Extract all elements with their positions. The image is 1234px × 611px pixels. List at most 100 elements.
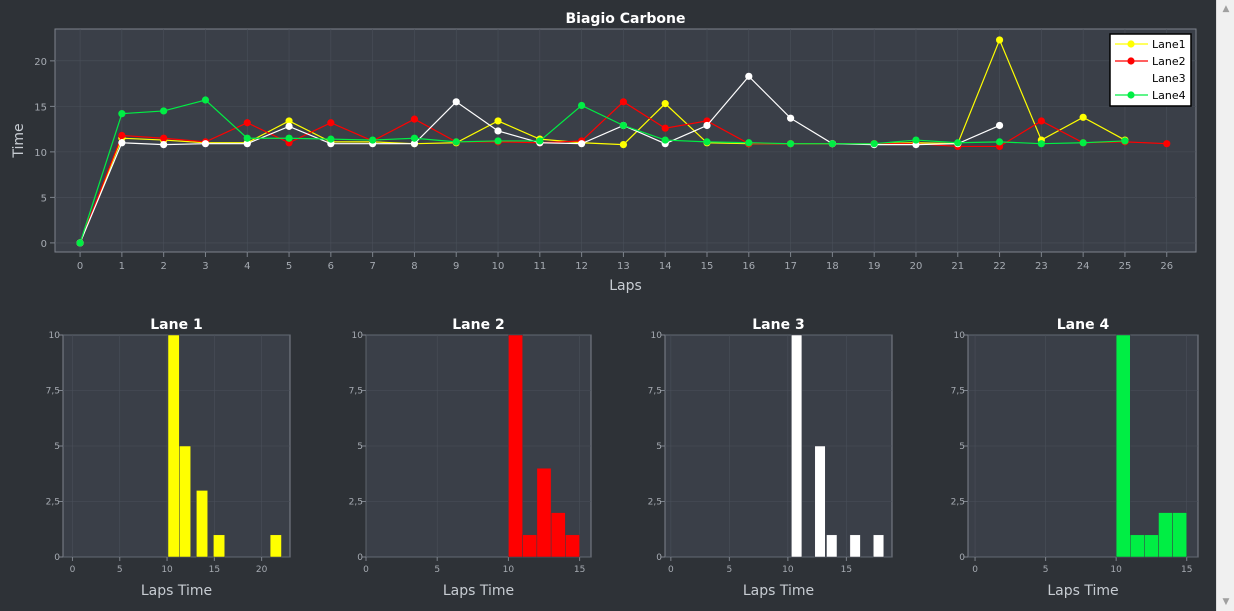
data-point-lane2 xyxy=(410,115,419,123)
histogram-bar xyxy=(196,490,208,558)
data-point-lane4 xyxy=(410,134,419,142)
data-point-lane4 xyxy=(661,136,669,144)
x-tick-label: 0 xyxy=(77,261,83,272)
data-point-lane2 xyxy=(327,119,335,127)
data-point-lane4 xyxy=(536,137,544,145)
data-point-lane2 xyxy=(160,134,168,142)
x-tick-label: 24 xyxy=(1077,261,1090,272)
x-tick-label: 10 xyxy=(782,565,794,575)
data-point-lane2 xyxy=(243,119,251,127)
x-tick-label: 0 xyxy=(363,565,369,575)
data-point-lane2 xyxy=(619,98,628,106)
x-tick-label: 5 xyxy=(434,565,440,575)
y-tick-label: 5 xyxy=(54,442,60,452)
x-axis-label: Laps Time xyxy=(1047,583,1118,599)
legend-label-lane3: Lane3 xyxy=(1152,72,1186,85)
data-point-lane4 xyxy=(578,101,586,110)
histogram-title: Lane 4 xyxy=(1057,317,1110,333)
y-tick-label: 2,5 xyxy=(648,498,662,508)
x-tick-label: 4 xyxy=(244,261,250,272)
histogram-bar xyxy=(1144,534,1159,558)
histogram-bar xyxy=(179,445,191,558)
data-point-lane4 xyxy=(494,137,502,145)
data-point-lane4 xyxy=(452,138,460,146)
data-point-lane3 xyxy=(160,140,168,149)
data-point-lane3 xyxy=(786,114,795,122)
y-tick-label: 5 xyxy=(41,193,47,204)
histogram-bar xyxy=(873,534,885,558)
x-tick-label: 0 xyxy=(70,565,76,575)
data-point-lane4 xyxy=(786,140,795,148)
x-tick-label: 12 xyxy=(575,261,588,272)
vertical-scrollbar[interactable]: ▲ ▼ xyxy=(1216,0,1234,611)
data-point-lane3 xyxy=(410,140,419,148)
x-tick-label: 10 xyxy=(161,565,173,575)
y-tick-label: 2,5 xyxy=(349,498,363,508)
lane3-histogram: 0 5 10 15 0 2,5 5 7,5 10 Lane 3 Laps Time xyxy=(648,317,893,599)
x-tick-label: 5 xyxy=(286,261,292,272)
histogram-bar xyxy=(167,334,180,558)
x-tick-label: 2 xyxy=(160,261,166,272)
y-tick-label: 15 xyxy=(34,102,47,113)
legend-label-lane2: Lane2 xyxy=(1152,55,1186,68)
data-point-lane2 xyxy=(1163,140,1171,148)
data-point-lane4 xyxy=(870,140,878,148)
scroll-up-arrow-icon[interactable]: ▲ xyxy=(1222,4,1230,14)
lap-time-line-chart: 0 1 2 3 4 5 6 7 8 9 10 11 12 13 14 15 16 17 18 19 20 21 22 23 24… xyxy=(11,11,1197,294)
y-tick-label: 2,5 xyxy=(951,498,965,508)
data-point-lane4 xyxy=(1079,139,1087,147)
scroll-down-arrow-icon[interactable]: ▼ xyxy=(1222,597,1230,607)
data-point-lane1 xyxy=(494,117,502,125)
data-point-lane3 xyxy=(118,139,126,147)
x-tick-label: 3 xyxy=(202,261,208,272)
x-tick-label: 15 xyxy=(574,565,585,575)
x-tick-label: 20 xyxy=(256,565,268,575)
x-tick-label: 25 xyxy=(1119,261,1132,272)
y-tick-label: 7,5 xyxy=(951,387,965,397)
histogram-title: Lane 2 xyxy=(452,317,504,333)
data-point-lane2 xyxy=(661,124,669,132)
x-tick-label: 23 xyxy=(1035,261,1048,272)
y-tick-label: 0 xyxy=(959,553,965,563)
plot-area xyxy=(54,28,1197,253)
data-point-lane4 xyxy=(243,134,251,142)
x-tick-label: 6 xyxy=(328,261,334,272)
data-point-lane4 xyxy=(1121,137,1129,145)
x-tick-label: 5 xyxy=(1043,565,1049,575)
data-point-lane1 xyxy=(661,100,669,108)
histogram-title: Lane 3 xyxy=(752,317,804,333)
data-point-lane4 xyxy=(327,135,335,143)
histogram-bar xyxy=(508,334,523,558)
x-tick-label: 10 xyxy=(1110,565,1122,575)
legend-label-lane1: Lane1 xyxy=(1152,38,1186,51)
histogram-bar xyxy=(550,512,566,558)
x-tick-label: 15 xyxy=(701,261,714,272)
data-point-lane4 xyxy=(76,239,84,247)
data-point-lane4 xyxy=(703,138,711,146)
data-point-lane4 xyxy=(912,136,920,144)
y-axis-label: Time xyxy=(11,123,27,158)
y-tick-label: 7,5 xyxy=(46,387,60,397)
x-tick-label: 1 xyxy=(119,261,125,272)
y-tick-label: 10 xyxy=(651,331,663,341)
x-tick-label: 15 xyxy=(209,565,220,575)
data-point-lane3 xyxy=(452,98,460,106)
data-point-lane1 xyxy=(285,117,293,125)
histogram-title: Lane 1 xyxy=(150,317,202,333)
y-tick-label: 5 xyxy=(656,442,662,452)
lane4-histogram: 0 5 10 15 0 2,5 5 7,5 10 Lane 4 Laps Time xyxy=(951,317,1199,599)
data-point-lane3 xyxy=(201,140,210,148)
data-point-lane4 xyxy=(954,139,962,147)
data-point-lane1 xyxy=(995,36,1004,44)
data-point-lane2 xyxy=(1037,117,1045,125)
legend-marker-lane2 xyxy=(1127,57,1135,65)
histogram-bar xyxy=(1130,534,1145,558)
x-tick-label: 21 xyxy=(951,261,964,272)
legend-marker-lane1 xyxy=(1127,40,1135,48)
data-point-lane4 xyxy=(995,138,1004,146)
x-tick-label: 16 xyxy=(742,261,755,272)
x-axis-label: Laps Time xyxy=(141,583,212,599)
y-tick-label: 2,5 xyxy=(46,498,60,508)
data-point-lane4 xyxy=(1037,140,1045,148)
y-tick-label: 0 xyxy=(656,553,662,563)
